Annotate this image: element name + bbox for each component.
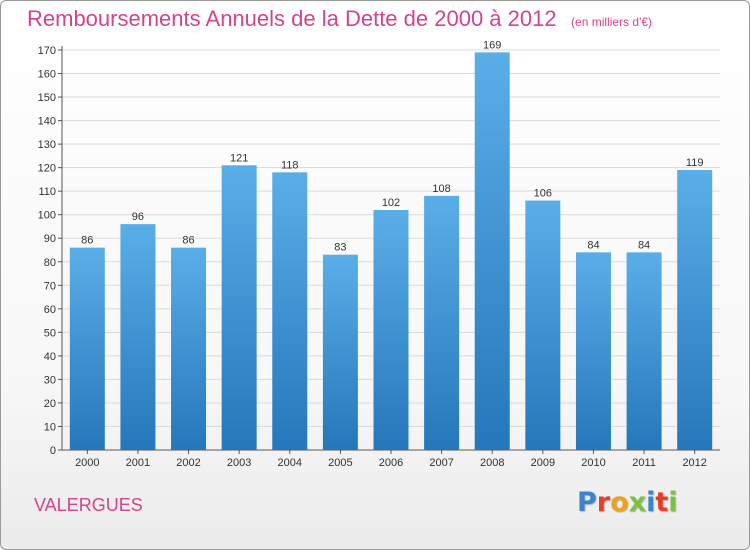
bars [69,52,713,451]
value-label-2002: 86 [182,235,194,247]
bar-2009 [525,200,561,450]
title-row: Remboursements Annuels de la Dette de 20… [27,6,652,32]
logo-letter: t [655,487,669,518]
value-label-2012: 119 [686,157,704,169]
x-tick-label-2011: 2011 [632,457,656,469]
bar-2000 [69,247,105,450]
y-tick-label: 80 [44,257,56,269]
x-tick-label-2005: 2005 [328,457,352,469]
y-tick-label: 90 [44,233,56,245]
proxiti-logo: Proxiti [577,487,678,518]
labels: 0 10 20 30 40 50 60 70 80 90 100 110 120 130 140 150 160… [38,39,707,469]
x-tick-label-2001: 2001 [126,457,150,469]
logo-letter: i [646,487,656,518]
value-label-2008: 169 [483,39,501,51]
y-tick-label: 160 [38,69,56,81]
bar-2006 [373,210,409,450]
y-tick-label: 70 [44,280,56,292]
value-label-2010: 84 [587,239,599,251]
bar-2004 [272,172,308,450]
bar-2001 [120,224,156,450]
bar-2002 [171,247,207,450]
bar-2012 [677,170,713,450]
bar-2005 [322,254,358,450]
logo-letter: i [668,487,678,518]
logo-letter: x [628,487,647,518]
chart-title: Remboursements Annuels de la Dette de 20… [27,6,557,31]
bar-2003 [221,165,257,450]
x-tick-label-2003: 2003 [227,457,251,469]
value-label-2011: 84 [638,239,650,251]
bar-2007 [424,195,460,450]
logo-letter: P [577,487,597,518]
logo-letter: r [596,487,611,518]
x-tick-label-2010: 2010 [581,457,605,469]
y-tick-label: 10 [44,421,56,433]
bar-2010 [575,252,611,450]
value-label-2001: 96 [132,211,144,223]
y-tick-label: 30 [44,374,56,386]
x-tick-label-2004: 2004 [278,457,302,469]
chart-subtitle: (en milliers d'€) [571,15,653,29]
value-label-2007: 108 [432,183,450,195]
bar-2011 [626,252,662,450]
x-tick-label-2009: 2009 [531,457,555,469]
bar-2008 [474,52,510,451]
y-tick-label: 60 [44,304,56,316]
city-name: VALERGUES [34,495,143,515]
y-tick-label: 100 [38,210,56,222]
y-tick-label: 150 [38,92,56,104]
value-label-2004: 118 [281,159,299,171]
x-tick-label-2012: 2012 [682,457,706,469]
x-tick-label-2006: 2006 [379,457,403,469]
y-tick-label: 50 [44,327,56,339]
y-tick-label: 130 [38,139,56,151]
y-tick-label: 20 [44,398,56,410]
value-label-2005: 83 [334,242,346,254]
value-label-2009: 106 [534,188,552,200]
y-tick-label: 140 [38,116,56,128]
y-tick-label: 40 [44,351,56,363]
x-tick-label-2008: 2008 [480,457,504,469]
y-tick-label: 110 [38,186,56,198]
value-label-2006: 102 [382,197,400,209]
value-label-2000: 86 [81,235,93,247]
y-tick-label: 170 [38,45,56,57]
y-tick-label: 120 [38,163,56,175]
logo-letter: o [610,487,629,518]
value-label-2003: 121 [230,152,248,164]
x-tick-label-2007: 2007 [429,457,453,469]
x-tick-label-2002: 2002 [176,457,200,469]
x-tick-label-2000: 2000 [75,457,99,469]
y-tick-label: 0 [50,445,56,457]
